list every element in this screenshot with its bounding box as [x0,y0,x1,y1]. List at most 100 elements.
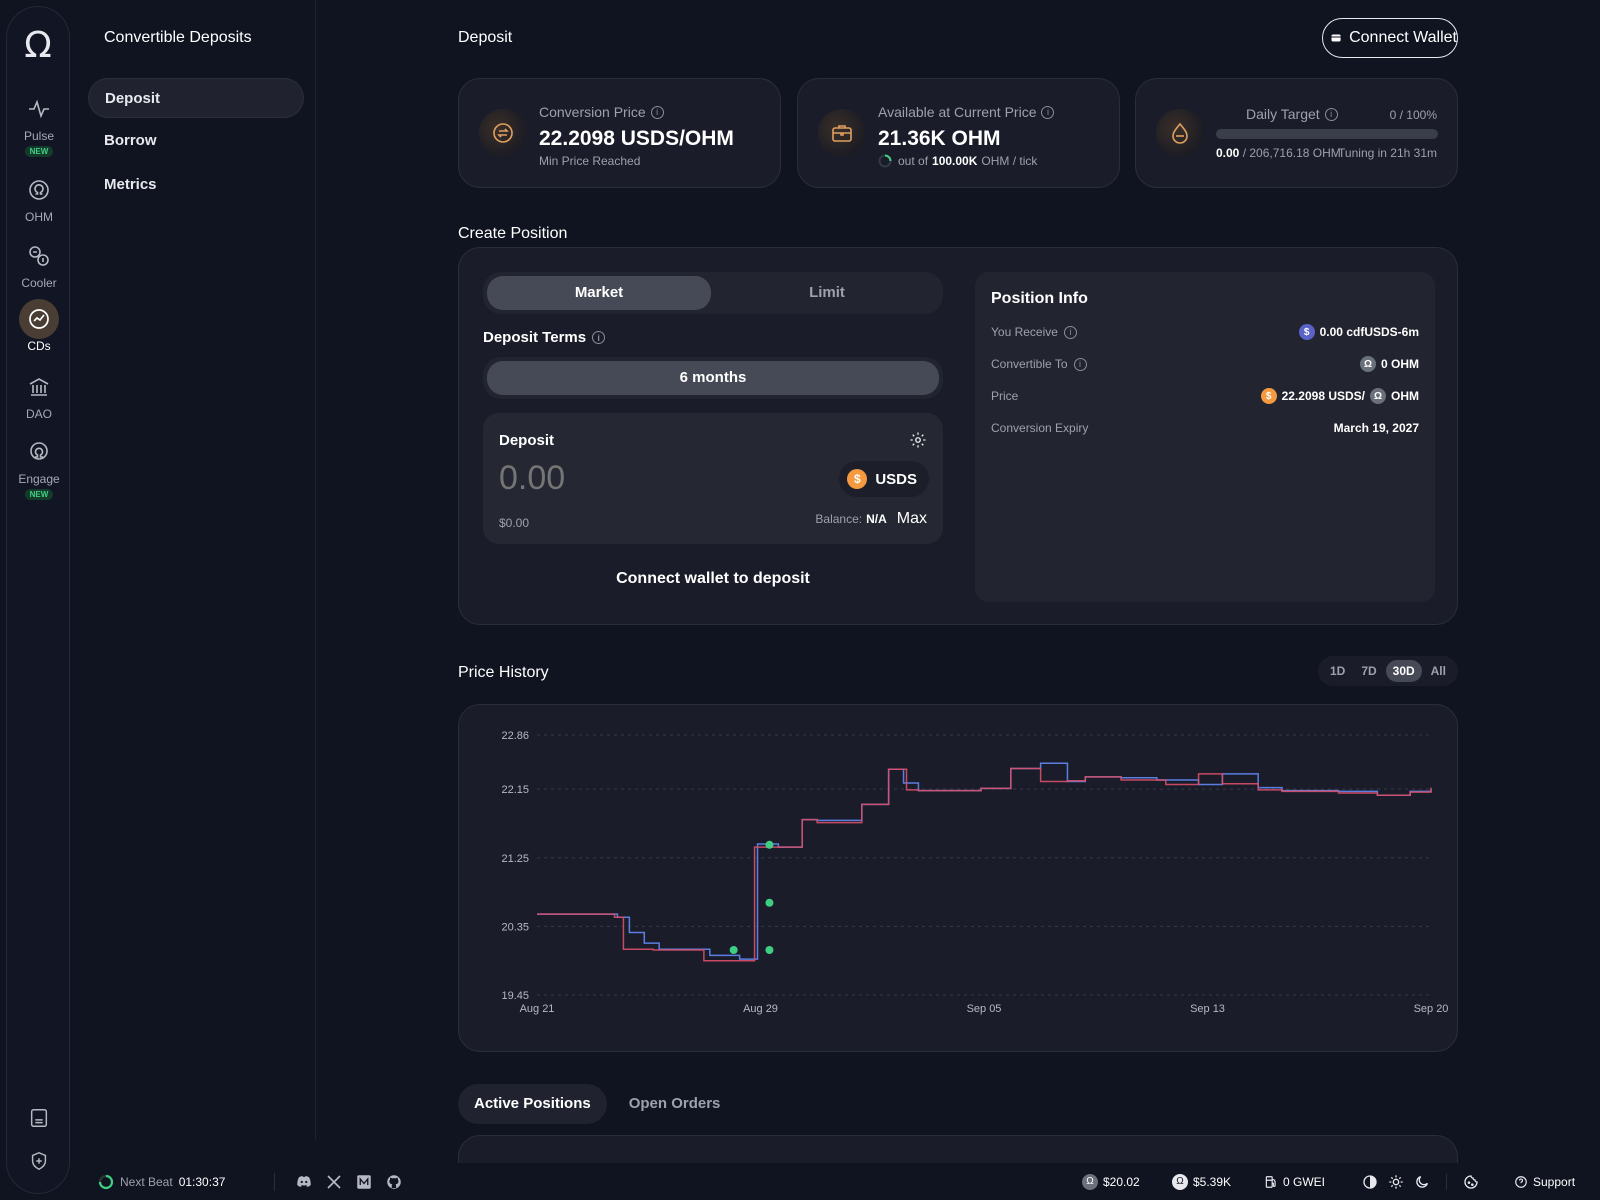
max-button[interactable]: Max [896,510,927,527]
range-all[interactable]: All [1430,664,1446,678]
tuning-countdown: Tuning in 21h 31m [1338,146,1437,160]
rail-label: Pulse [23,129,55,143]
info-icon[interactable]: i [650,105,664,119]
rail-item-pulse[interactable]: Pulse NEW [7,89,71,157]
trade-marker [765,946,774,955]
deposit-usd-value: $0.00 [499,516,530,530]
rail-item-engage[interactable]: Engage NEW [7,432,71,500]
info-icon[interactable]: i [1324,107,1338,121]
rail-label: DAO [25,407,52,421]
new-badge: NEW [24,146,54,157]
y-tick-label: 20.35 [501,921,529,933]
range-1d[interactable]: 1D [1329,664,1346,678]
x-tick-label: Aug 21 [520,1003,555,1015]
ohm-token-icon: Ω [1082,1173,1098,1190]
progress-ring-icon [878,154,892,168]
pulse-icon [19,89,59,129]
theme-controls [1362,1173,1479,1190]
contrast-icon[interactable] [1362,1174,1378,1190]
range-7d[interactable]: 7D [1361,664,1377,678]
tab-active-positions[interactable]: Active Positions [458,1084,607,1124]
info-row-you-receive: You Receive i $0.00 cdfUSDS-6m [991,324,1419,340]
ohm-price: Ω $20.02 [1082,1173,1140,1190]
moon-icon[interactable] [1414,1174,1430,1190]
cd-token-icon: $ [1298,324,1315,340]
y-tick-label: 22.86 [501,730,529,742]
rail-item-dao[interactable]: DAO [7,367,71,421]
conversion-price-card: Conversion Price i 22.2098 USDS/OHM Min P… [458,78,781,188]
token-label: USDS [875,470,917,488]
time-range-selector: 1D 7D 30D All [1318,656,1458,686]
discord-icon[interactable] [295,1173,313,1191]
rail-item-ohm[interactable]: OHM [7,170,71,224]
daily-progress-bar [1216,129,1438,139]
rail-label: Cooler [21,276,57,290]
price-series-line [537,767,1432,962]
connect-wallet-to-deposit-button[interactable]: Connect wallet to deposit [616,570,810,587]
subnav-item-metrics[interactable]: Metrics [104,176,157,193]
ohm-icon [19,170,59,210]
cookie-icon[interactable] [1463,1174,1479,1190]
wallet-icon [1331,34,1341,42]
help-icon [1515,1175,1527,1188]
range-30d[interactable]: 30D [1385,660,1422,682]
footer-bar: Next Beat 01:30:37 Ω $20.02 Ω $5.39K 0 GWEI… [82,1163,1600,1200]
position-info-panel: Position Info You Receive i $0.00 cdfUSDS… [975,272,1435,602]
security-button[interactable] [7,1150,71,1172]
support-link[interactable]: Support [1514,1175,1575,1189]
connect-wallet-button[interactable]: Connect Wallet [1322,18,1458,58]
icon-rail: Ω Pulse NEW OHM Cooler CDs DAO [6,6,70,1194]
create-position-panel: Market Limit Deposit Terms i 6 months Dep… [458,247,1458,625]
info-icon[interactable]: i [592,331,606,344]
y-tick-label: 22.15 [501,784,529,796]
usds-token-icon: $ [847,469,868,489]
trade-marker [765,840,774,849]
info-icon[interactable]: i [1063,325,1077,339]
medium-icon[interactable] [355,1173,373,1191]
trade-marker [765,898,774,907]
balance: Balance: N/A Max [815,510,927,527]
price-history-svg: 19.45 20.35 21.25 22.15 22.86 Aug 21 Aug 29 Sep… [501,730,1449,1015]
beat-ring-icon [98,1174,114,1189]
deposit-amount-input[interactable] [499,459,699,498]
divider [1446,1173,1447,1190]
new-badge: NEW [24,489,54,500]
info-row-price: Price $22.2098 USDS/Ω OHM [991,388,1419,404]
tab-open-orders[interactable]: Open Orders [628,1095,721,1112]
sub-navigation: Convertible Deposits Deposit Borrow Metr… [88,0,316,1140]
info-icon[interactable]: i [1073,357,1087,371]
daily-target-card: Daily Target i 0 / 100% 0.00 / 206,716.18… [1135,78,1458,188]
subnav-item-deposit[interactable]: Deposit [88,78,304,118]
position-info-title: Position Info [991,290,1088,307]
conversion-icon [479,109,527,157]
stat-label: Daily Target i [1246,106,1338,122]
ohm-token-icon: Ω [1370,388,1386,404]
tab-limit[interactable]: Limit [809,284,845,301]
daily-amount: 0.00 / 206,716.18 OHM [1216,146,1341,160]
rail-label: CDs [27,339,51,353]
engage-icon [19,432,59,472]
term-option-6-months[interactable]: 6 months [487,361,939,395]
olympus-logo-icon[interactable]: Ω [24,25,52,66]
rail-item-cds[interactable]: CDs [7,299,71,353]
subnav-item-borrow[interactable]: Borrow [104,132,157,149]
deposit-label: Deposit [499,432,555,449]
daily-percent: 0 / 100% [1389,108,1437,122]
social-links [274,1172,403,1191]
gear-icon[interactable] [909,431,927,449]
x-tick-label: Sep 20 [1414,1003,1449,1015]
info-icon[interactable]: i [1041,105,1055,119]
docs-button[interactable] [7,1107,71,1129]
y-tick-label: 21.25 [501,853,529,865]
sun-icon[interactable] [1388,1174,1404,1190]
rail-item-cooler[interactable]: Cooler [7,236,71,290]
github-icon[interactable] [385,1173,403,1191]
gohm-token-icon: Ω [1172,1173,1188,1190]
token-selector[interactable]: $ USDS [839,461,929,497]
stat-subtitle: Min Price Reached [539,154,641,168]
tab-market[interactable]: Market [487,276,711,310]
x-tick-label: Sep 05 [967,1003,1002,1015]
y-tick-label: 19.45 [501,990,529,1002]
x-twitter-icon[interactable] [325,1173,343,1191]
